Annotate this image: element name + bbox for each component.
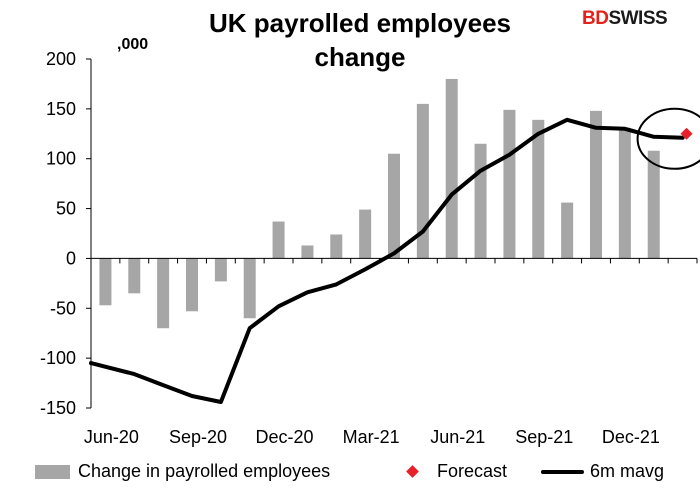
legend-label-forecast: Forecast — [437, 461, 508, 481]
bar — [128, 258, 141, 294]
logo-bd: BD — [582, 8, 609, 29]
chart-title-line2: change — [314, 42, 406, 72]
legend-forecast-swatch — [406, 465, 419, 478]
y-tick-label: 150 — [46, 99, 76, 119]
bar — [330, 234, 343, 259]
bar — [561, 202, 574, 259]
bar — [618, 127, 631, 259]
bar — [186, 258, 198, 312]
x-tick-label: Jun-20 — [84, 427, 139, 447]
x-tick-label: Mar-21 — [343, 427, 400, 447]
bar — [272, 221, 285, 259]
legend-bar-swatch — [35, 465, 70, 479]
y-tick-label: 0 — [66, 248, 76, 268]
bar — [243, 258, 256, 319]
y-tick-label: 200 — [46, 49, 76, 69]
legend-line-swatch — [541, 470, 584, 474]
bar — [359, 209, 372, 259]
bar — [416, 103, 429, 259]
bar — [532, 119, 545, 259]
bar — [301, 245, 314, 259]
bar — [214, 258, 227, 282]
bar — [647, 150, 660, 259]
y-tick-label: 100 — [46, 149, 76, 169]
bar — [388, 153, 400, 259]
bdswiss-logo: BDSWISS — [582, 8, 668, 30]
chart-title-line1: UK payrolled employees — [209, 8, 511, 38]
y-tick-label: -100 — [40, 348, 76, 368]
units-label: ,000 — [117, 36, 149, 53]
legend: Change in payrolled employees Forecast 6… — [0, 460, 700, 484]
x-tick-label: Sep-20 — [169, 427, 227, 447]
bar — [474, 143, 487, 259]
legend-label-mavg: 6m mavg — [590, 461, 665, 481]
logo-swiss: SWISS — [608, 8, 668, 29]
y-tick-label: -50 — [50, 298, 76, 318]
bar — [157, 258, 170, 329]
legend-label-payrolled: Change in payrolled employees — [78, 461, 331, 481]
mavg-line — [89, 117, 685, 404]
x-tick-label: Dec-21 — [602, 427, 660, 447]
bar — [445, 78, 458, 259]
bar — [590, 110, 602, 259]
y-tick-label: 50 — [56, 199, 76, 219]
x-tick-label: Dec-20 — [256, 427, 314, 447]
x-tick-label: Sep-21 — [515, 427, 573, 447]
x-tick-label: Jun-21 — [430, 427, 485, 447]
forecast-annotation-circle — [636, 107, 700, 170]
forecast-marker — [680, 127, 693, 140]
y-tick-label: -150 — [40, 398, 76, 418]
bar — [99, 258, 112, 306]
bar — [503, 109, 516, 259]
